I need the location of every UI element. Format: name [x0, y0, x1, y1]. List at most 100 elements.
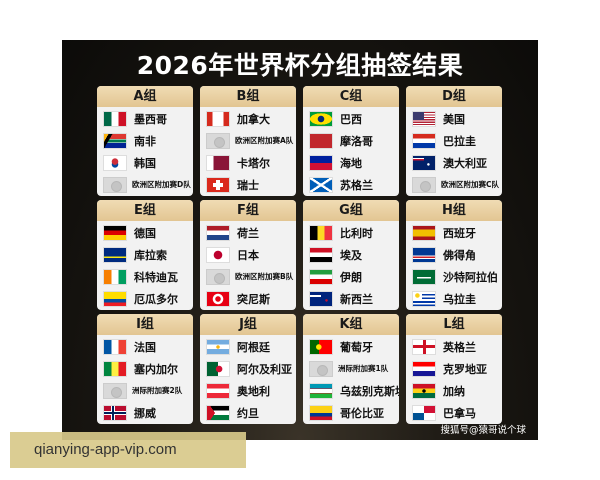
- team-row: 乌拉圭: [406, 288, 502, 309]
- team-name: 美国: [443, 112, 465, 126]
- group-label: D组: [406, 86, 502, 107]
- placeholder-flag-icon: [412, 176, 436, 193]
- team-row: 巴拉圭: [406, 130, 502, 151]
- group-label: I组: [97, 314, 193, 335]
- flag-icon: [412, 404, 436, 421]
- team-row: 韩国: [97, 152, 193, 173]
- flag-icon: [412, 224, 436, 241]
- team-row: 德国: [97, 222, 193, 243]
- flag-icon: [309, 382, 333, 399]
- caption-banner: qianying-app-vip.com: [10, 432, 246, 468]
- flag-icon: [206, 246, 230, 263]
- flag-icon: [309, 176, 333, 193]
- team-row: 阿尔及利亚: [200, 358, 296, 379]
- group-card: J组 阿根廷 阿尔及利亚 奥地利 约旦: [200, 314, 296, 424]
- team-name: 厄瓜多尔: [134, 292, 178, 306]
- team-row: 葡萄牙: [303, 336, 399, 357]
- team-name: 欧洲区附加赛A队: [235, 136, 294, 145]
- team-name: 南非: [134, 134, 156, 148]
- team-row: 阿根廷: [200, 336, 296, 357]
- team-row: 比利时: [303, 222, 399, 243]
- team-row: 墨西哥: [97, 108, 193, 129]
- group-card: D组 美国 巴拉圭 澳大利亚 欧洲区附加赛C队: [406, 86, 502, 196]
- team-name: 库拉索: [134, 248, 167, 262]
- placeholder-flag-icon: [206, 268, 230, 285]
- team-row: 瑞士: [200, 174, 296, 195]
- team-name: 韩国: [134, 156, 156, 170]
- team-name: 阿根廷: [237, 340, 270, 354]
- team-name: 法国: [134, 340, 156, 354]
- team-name: 新西兰: [340, 292, 373, 306]
- team-name: 海地: [340, 156, 362, 170]
- flag-icon: [103, 338, 127, 355]
- team-name: 欧洲区附加赛D队: [132, 180, 191, 189]
- flag-icon: [412, 154, 436, 171]
- group-label: G组: [303, 200, 399, 221]
- team-row: 南非: [97, 130, 193, 151]
- flag-icon: [103, 268, 127, 285]
- group-card: I组 法国 塞内加尔 洲际附加赛2队 挪威: [97, 314, 193, 424]
- team-name: 巴拉圭: [443, 134, 476, 148]
- group-label: F组: [200, 200, 296, 221]
- team-name: 哥伦比亚: [340, 406, 384, 420]
- team-name: 墨西哥: [134, 112, 167, 126]
- team-row: 巴拿马: [406, 402, 502, 423]
- flag-icon: [103, 132, 127, 149]
- team-row: 沙特阿拉伯: [406, 266, 502, 287]
- group-card: C组 巴西 摩洛哥 海地 苏格兰: [303, 86, 399, 196]
- team-row: 约旦: [200, 402, 296, 423]
- flag-icon: [103, 154, 127, 171]
- placeholder-flag-icon: [103, 176, 127, 193]
- flag-icon: [206, 176, 230, 193]
- team-name: 澳大利亚: [443, 156, 487, 170]
- flag-icon: [412, 246, 436, 263]
- flag-icon: [309, 224, 333, 241]
- team-row: 苏格兰: [303, 174, 399, 195]
- flag-icon: [309, 154, 333, 171]
- team-name: 佛得角: [443, 248, 476, 262]
- team-name: 卡塔尔: [237, 156, 270, 170]
- flag-icon: [309, 132, 333, 149]
- team-row: 巴西: [303, 108, 399, 129]
- flag-icon: [412, 290, 436, 307]
- team-name: 乌拉圭: [443, 292, 476, 306]
- team-row: 西班牙: [406, 222, 502, 243]
- flag-icon: [412, 132, 436, 149]
- flag-icon: [206, 382, 230, 399]
- team-name: 塞内加尔: [134, 362, 178, 376]
- team-row: 海地: [303, 152, 399, 173]
- group-card: A组 墨西哥 南非 韩国 欧洲区附加赛D队: [97, 86, 193, 196]
- flag-icon: [412, 360, 436, 377]
- team-row: 克罗地亚: [406, 358, 502, 379]
- team-row: 佛得角: [406, 244, 502, 265]
- group-label: K组: [303, 314, 399, 335]
- team-row: 澳大利亚: [406, 152, 502, 173]
- group-label: B组: [200, 86, 296, 107]
- team-name: 加拿大: [237, 112, 270, 126]
- team-name: 荷兰: [237, 226, 259, 240]
- team-row: 挪威: [97, 402, 193, 423]
- team-name: 科特迪瓦: [134, 270, 178, 284]
- team-row: 埃及: [303, 244, 399, 265]
- team-row: 哥伦比亚: [303, 402, 399, 423]
- team-name: 日本: [237, 248, 259, 262]
- team-name: 巴西: [340, 112, 362, 126]
- flag-icon: [309, 404, 333, 421]
- team-row: 欧洲区附加赛A队: [200, 130, 296, 151]
- group-card: H组 西班牙 佛得角 沙特阿拉伯 乌拉圭: [406, 200, 502, 310]
- flag-icon: [206, 404, 230, 421]
- groups-grid: A组 墨西哥 南非 韩国 欧洲区附加赛D队 B组 加拿大 欧洲区附加赛A队 卡塔尔 瑞士 C组 巴西摩…: [97, 86, 502, 424]
- flag-icon: [412, 268, 436, 285]
- flag-icon: [103, 224, 127, 241]
- team-row: 新西兰: [303, 288, 399, 309]
- group-card: F组 荷兰 日本 欧洲区附加赛B队 突尼斯: [200, 200, 296, 310]
- group-card: B组加拿大欧洲区附加赛A队卡塔尔瑞士: [200, 86, 296, 196]
- team-row: 奥地利: [200, 380, 296, 401]
- team-name: 阿尔及利亚: [237, 362, 292, 376]
- flag-icon: [103, 360, 127, 377]
- team-name: 洲际附加赛1队: [338, 364, 389, 373]
- placeholder-flag-icon: [309, 360, 333, 377]
- team-name: 沙特阿拉伯: [443, 270, 498, 284]
- flag-icon: [206, 290, 230, 307]
- watermark: 搜狐号@猿哥说个球: [440, 425, 526, 436]
